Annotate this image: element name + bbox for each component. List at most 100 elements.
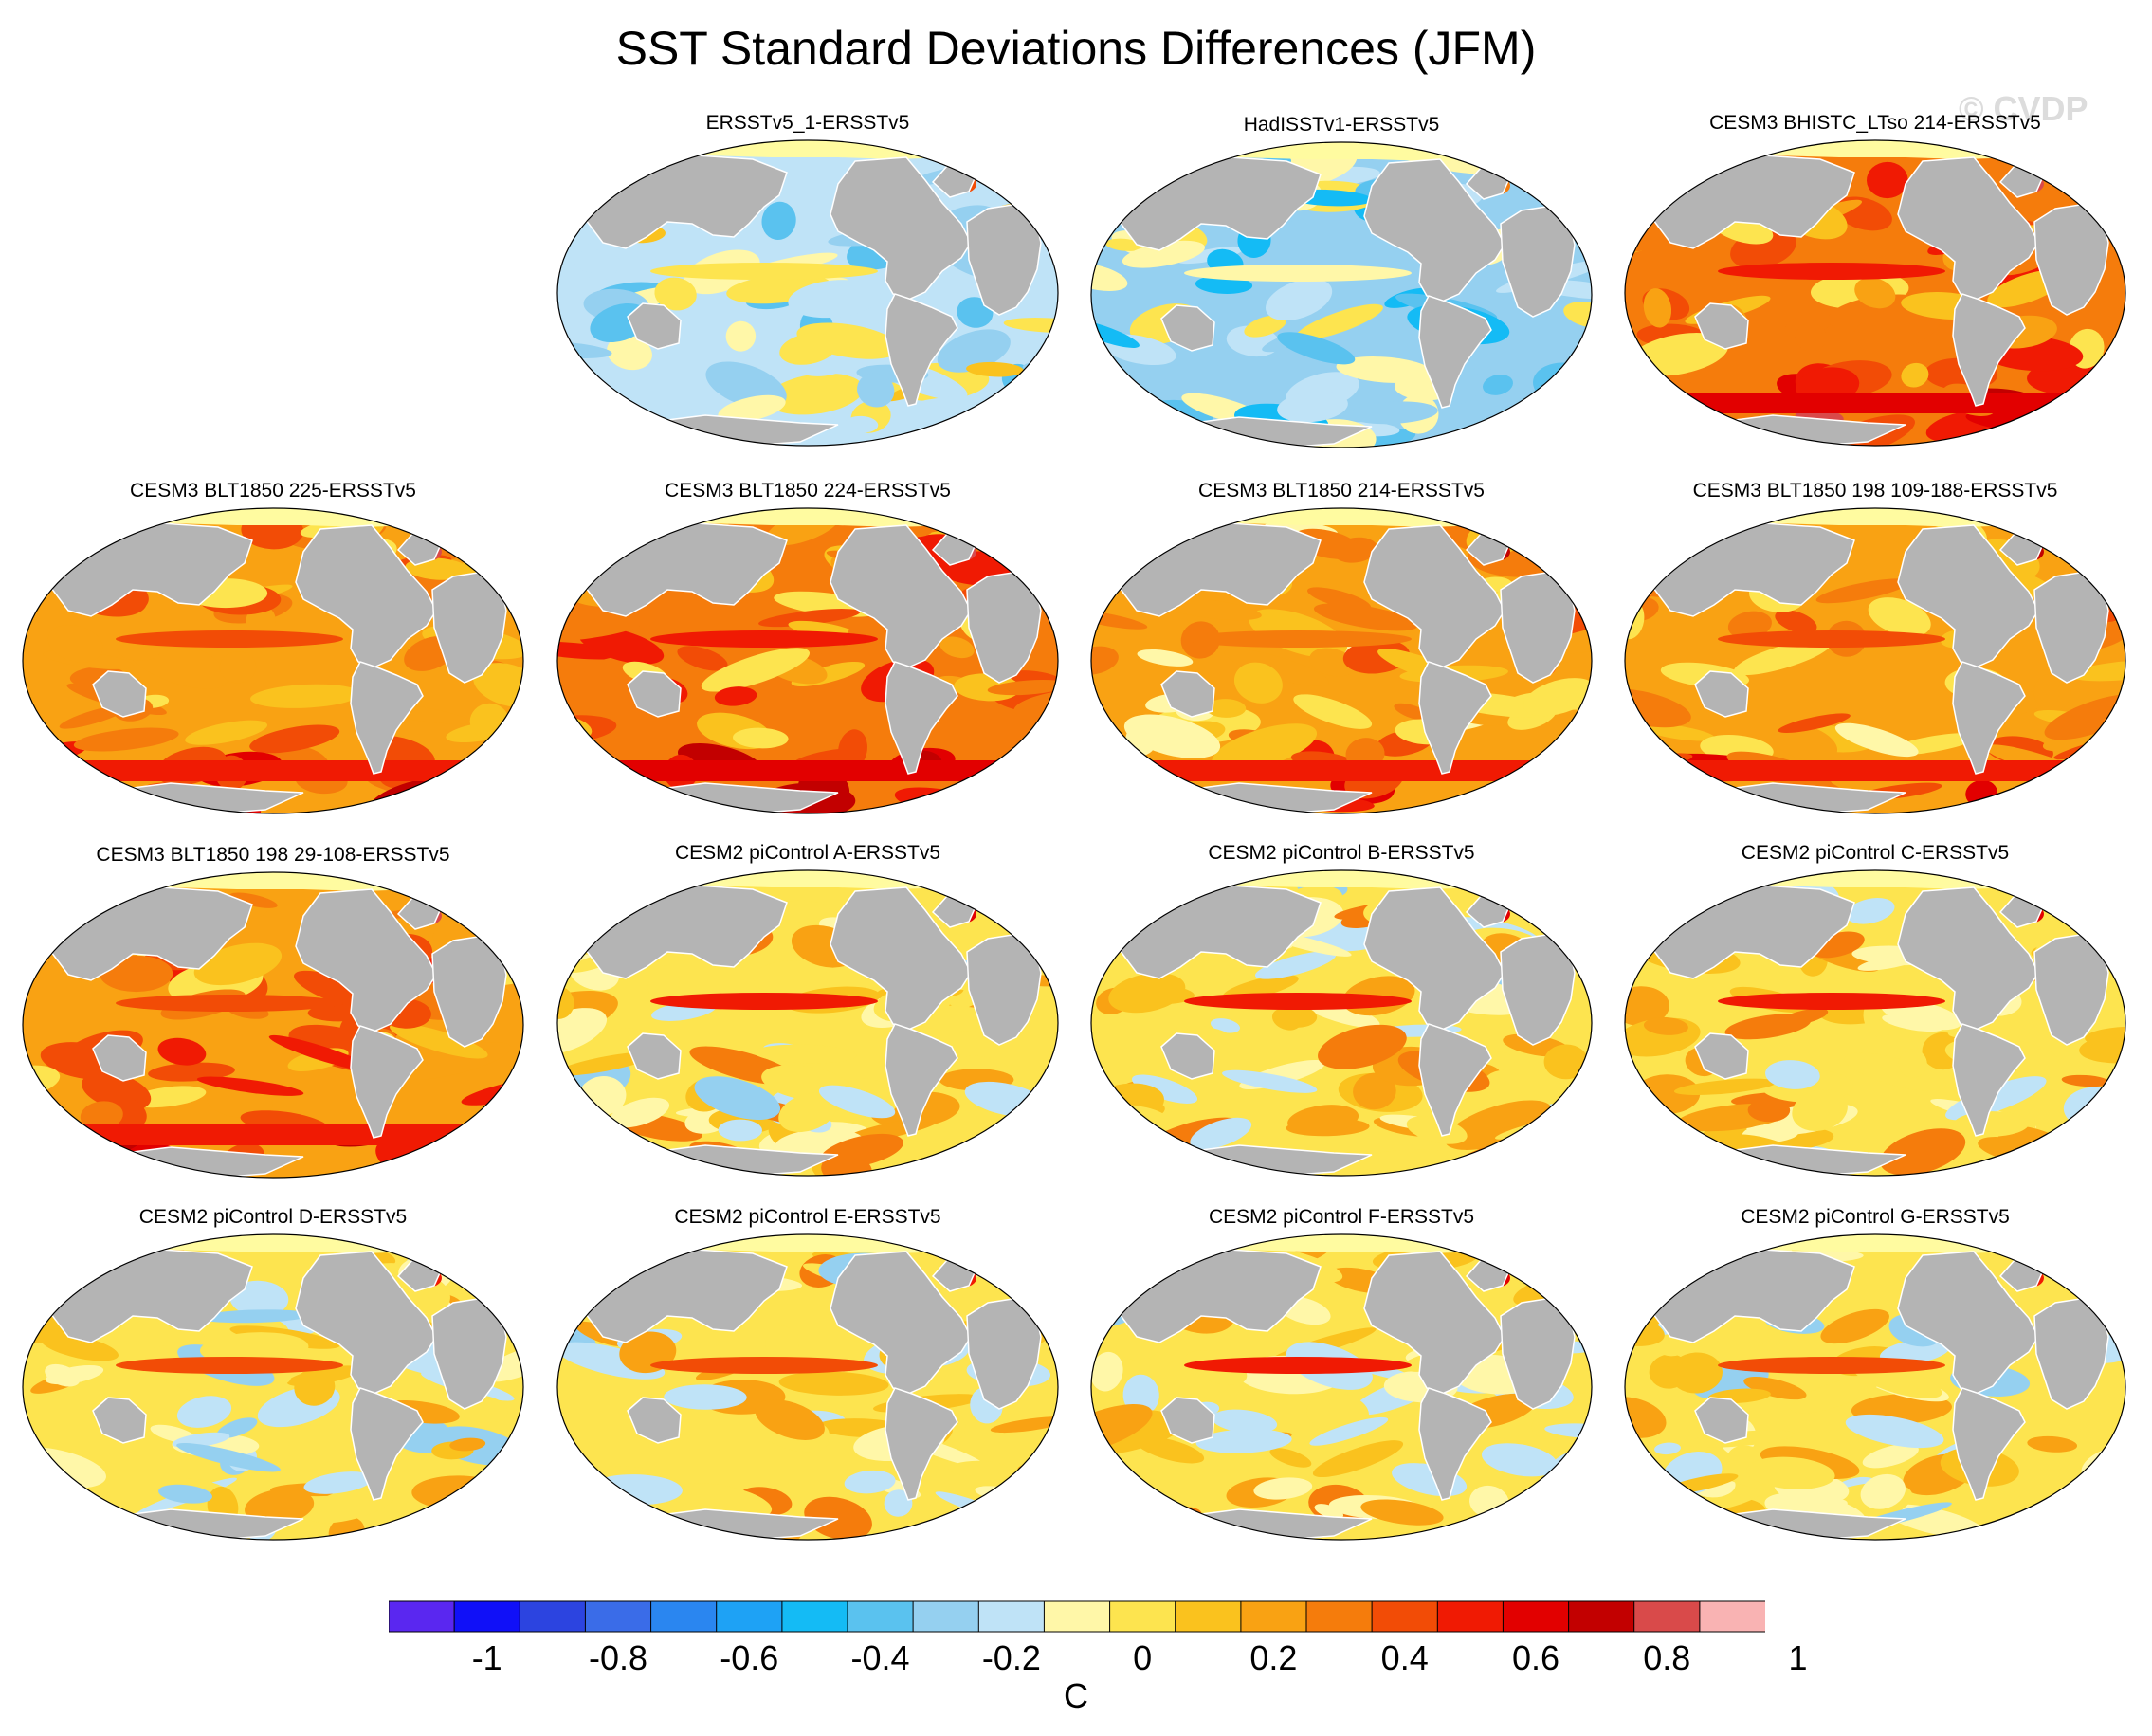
panel-title: CESM2 piControl E-ERSSTv5 xyxy=(674,1206,941,1228)
sst-anomaly-patch xyxy=(1091,1351,1123,1392)
sst-anomaly-patch xyxy=(754,1044,857,1064)
panel-title: CESM3 BLT1850 225-ERSSTv5 xyxy=(130,480,416,502)
sst-anomaly-patch xyxy=(1125,723,1157,756)
sst-anomaly-patch xyxy=(1336,356,1433,383)
sst-anomaly-patch xyxy=(576,1129,621,1152)
sst-anomaly-patch xyxy=(1091,609,1148,630)
robinson-map xyxy=(22,507,524,814)
landmass xyxy=(885,1387,958,1501)
sst-anomaly-patch xyxy=(1743,1377,1807,1400)
sst-anomaly-patch xyxy=(844,1470,896,1494)
robinson-map xyxy=(22,871,524,1179)
map-panel: CESM2 piControl F-ERSSTv5 xyxy=(1076,1206,1607,1544)
sst-anomaly-patch xyxy=(80,1101,123,1130)
sst-anomaly-patch xyxy=(1762,1331,1805,1353)
landmass xyxy=(1160,1397,1215,1444)
panel-title: CESM3 BHISTC_LTso 214-ERSSTv5 xyxy=(1709,112,2041,134)
colorbar-tick-label: -0.4 xyxy=(850,1638,910,1677)
sst-anomaly-patch xyxy=(609,1097,670,1128)
colorbar-bin xyxy=(1633,1600,1701,1633)
sst-anomaly-patch xyxy=(1867,161,1908,199)
sst-anomaly-patch xyxy=(1030,1501,1058,1528)
equatorial-pacific-band xyxy=(116,1357,343,1374)
landmass xyxy=(627,302,682,350)
map-outline xyxy=(1090,869,1593,1177)
map-panel: CESM3 BLT1850 214-ERSSTv5 xyxy=(1076,480,1607,817)
sst-anomaly-patch xyxy=(196,1076,304,1096)
sst-anomaly-patch xyxy=(158,1484,212,1504)
sst-anomaly-patch xyxy=(250,684,361,708)
sst-anomaly-patch xyxy=(1860,1473,1906,1509)
sst-anomaly-patch xyxy=(1295,303,1383,340)
sst-anomaly-patch xyxy=(557,780,611,806)
sst-anomaly-patch xyxy=(990,1416,1058,1434)
sst-anomaly-patch xyxy=(1278,220,1317,263)
sst-anomaly-patch xyxy=(677,646,728,671)
sst-anomaly-patch xyxy=(2088,1267,2125,1291)
sst-anomaly-patch xyxy=(1746,1456,1835,1489)
map-outline xyxy=(22,507,524,814)
sst-anomaly-patch xyxy=(1108,973,1186,1014)
sst-anomaly-patch xyxy=(1792,1089,1848,1131)
sst-anomaly-patch xyxy=(1104,144,1158,187)
sst-anomaly-patch xyxy=(1137,649,1194,667)
sst-anomaly-patch xyxy=(73,727,179,752)
sst-anomaly-patch xyxy=(557,1008,608,1055)
sst-anomaly-patch xyxy=(1852,306,1941,352)
sst-anomaly-patch xyxy=(430,1234,522,1271)
colorbar-tick-label: -0.2 xyxy=(981,1638,1041,1677)
map-outline xyxy=(22,1233,524,1541)
robinson-map xyxy=(556,869,1059,1177)
sst-anomaly-patch xyxy=(1669,1352,1723,1394)
robinson-map xyxy=(1090,141,1593,448)
sst-anomaly-patch xyxy=(1544,765,1592,794)
colorbar-bin xyxy=(977,1600,1046,1633)
colorbar-tick-label: -0.6 xyxy=(720,1638,779,1677)
map-outline xyxy=(1090,1233,1593,1541)
colorbar-tick-label: -1 xyxy=(471,1638,502,1677)
sst-anomaly-patch xyxy=(1287,1105,1359,1135)
map-panel: CESM2 piControl C-ERSSTv5 xyxy=(1610,842,2141,1179)
sst-anomaly-patch xyxy=(1244,315,1287,338)
sst-anomaly-patch xyxy=(1543,1044,1589,1080)
sst-anomaly-patch xyxy=(219,651,257,684)
sst-anomaly-patch xyxy=(788,280,882,319)
sst-anomaly-patch xyxy=(557,222,569,236)
sst-anomaly-patch xyxy=(725,320,757,352)
sst-anomaly-patch xyxy=(857,373,895,408)
sst-anomaly-patch xyxy=(1318,1024,1407,1069)
sst-anomaly-patch xyxy=(1503,1151,1574,1169)
landmass xyxy=(627,1397,682,1444)
landmass xyxy=(1694,1397,1749,1444)
map-panel: CESM3 BLT1850 198 29-108-ERSSTv5 xyxy=(8,844,538,1181)
landmass xyxy=(1897,524,2039,668)
sst-anomaly-patch xyxy=(939,636,975,659)
landmass xyxy=(350,1387,424,1501)
sst-anomaly-patch xyxy=(1862,1444,1919,1469)
colorbar-bin xyxy=(912,1600,980,1633)
sst-anomaly-patch xyxy=(1212,723,1318,772)
sst-anomaly-patch xyxy=(2087,410,2125,446)
sst-anomaly-patch xyxy=(1820,1308,1889,1344)
map-panel: CESM3 BLT1850 224-ERSSTv5 xyxy=(542,480,1073,817)
sst-anomaly-patch xyxy=(974,872,1058,903)
panel-title: CESM2 piControl C-ERSSTv5 xyxy=(1741,842,2010,864)
sst-anomaly-patch xyxy=(986,163,1057,192)
sst-anomaly-patch xyxy=(2027,1435,2078,1453)
colorbar-bin xyxy=(519,1600,587,1633)
sst-anomaly-patch xyxy=(818,1085,896,1119)
sst-anomaly-patch xyxy=(1122,423,1206,448)
sst-anomaly-patch xyxy=(845,415,879,433)
sst-anomaly-patch xyxy=(1747,1098,1791,1123)
landmass xyxy=(1694,1032,1749,1080)
sst-anomaly-patch xyxy=(562,408,629,444)
sst-anomaly-patch xyxy=(491,1136,523,1167)
sst-anomaly-patch xyxy=(1002,1270,1056,1292)
sst-anomaly-patch xyxy=(969,796,1004,813)
sst-anomaly-patch xyxy=(1122,240,1205,268)
sst-anomaly-patch xyxy=(1815,578,1910,604)
sst-anomaly-patch xyxy=(473,663,523,707)
sst-anomaly-patch xyxy=(2085,1264,2125,1290)
sst-anomaly-patch xyxy=(779,333,837,365)
map-panel: ERSSTv5_1-ERSSTv5 xyxy=(542,112,1073,449)
